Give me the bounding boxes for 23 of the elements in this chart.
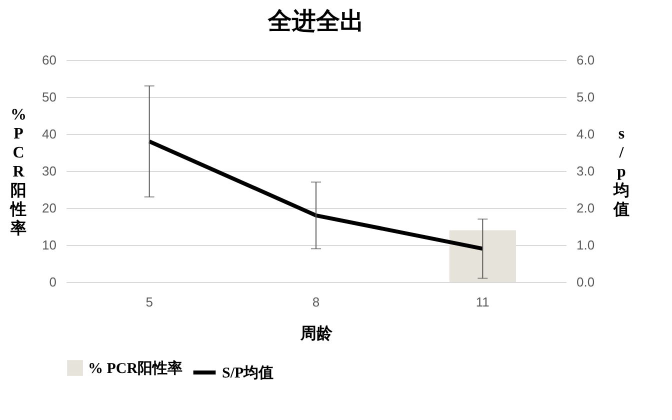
x-axis-title: 周龄 — [300, 324, 334, 342]
x-tick-label: 8 — [312, 294, 320, 310]
y-tick-label: 10 — [42, 238, 56, 252]
y2-tick-label: 4.0 — [576, 126, 595, 142]
y-tick-label: 30 — [42, 164, 56, 178]
y-tick-label: 50 — [42, 90, 56, 104]
y2-tick-label: 3.0 — [576, 164, 595, 178]
legend-label: S/P均值 — [222, 364, 274, 382]
x-tick-label: 5 — [146, 294, 153, 310]
y2-tick-label: 0.0 — [576, 274, 595, 290]
chart-title: 全进全出 — [267, 8, 364, 35]
y2-tick-label: 6.0 — [576, 52, 595, 68]
y-tick-label: 20 — [42, 200, 56, 216]
x-tick-label: 11 — [476, 294, 490, 310]
y2-axis-title: s/p均值 — [612, 126, 630, 218]
y-tick-label: 60 — [42, 52, 56, 68]
y2-tick-label: 5.0 — [576, 90, 595, 104]
y2-tick-label: 2.0 — [576, 200, 595, 216]
y-tick-label: 40 — [42, 126, 56, 142]
y-axis-title: %PCR阳性率 — [10, 106, 26, 238]
y-tick-label: 0 — [49, 274, 56, 290]
y2-tick-label: 1.0 — [576, 238, 595, 252]
legend-label: % PCR阳性率 — [88, 359, 183, 377]
